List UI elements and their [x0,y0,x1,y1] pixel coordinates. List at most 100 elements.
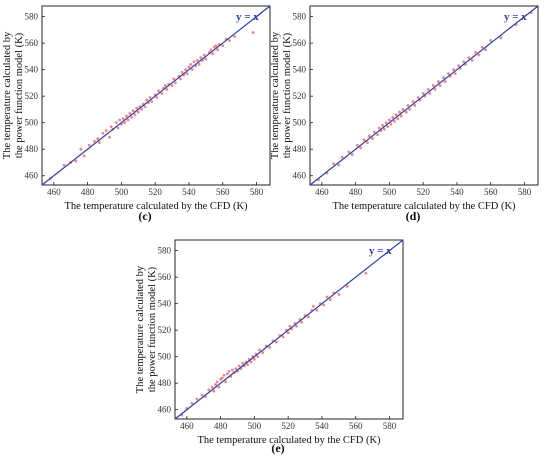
y-tick-label: 520 [158,325,172,335]
y-axis-label-line2: the power function model (K) [147,266,158,392]
data-point [377,126,381,130]
data-point [192,60,196,64]
data-point [256,355,260,359]
data-point [174,81,177,85]
data-point [222,373,226,377]
data-point [217,385,221,389]
data-point [145,98,149,102]
y-tick-label: 460 [25,171,39,181]
data-point [384,121,388,125]
data-point [126,118,130,122]
y-tick-label: 560 [293,38,307,48]
data-point [163,84,167,87]
y-tick-label: 480 [293,144,307,154]
data-point [220,376,224,380]
data-point [386,125,390,129]
data-point [241,361,244,365]
y-tick-label: 500 [25,118,39,128]
data-point [359,146,363,150]
data-point [180,70,184,74]
data-point [125,114,128,118]
panel-c: 460 480 500 520 540 560 580 460 480 500 520 540 560 5… [2,5,271,223]
data-point [114,121,118,125]
data-point [452,68,455,72]
y-axis-label-line1: The temperature calculated by [2,31,13,159]
data-point [74,159,78,163]
data-point [101,131,105,135]
data-point [246,363,250,367]
data-point [197,62,201,66]
data-point [251,31,255,34]
data-point [366,141,369,144]
data-point [376,133,379,137]
data-point [499,36,503,40]
reference-line-label: y = x [504,11,527,23]
data-point [295,324,298,328]
data-point [447,72,450,76]
data-point [121,117,125,121]
data-point [87,143,91,147]
data-point [170,84,174,87]
data-point [204,57,208,61]
data-point [281,335,285,339]
data-point [195,58,199,62]
y-tick-label: 560 [158,272,172,282]
data-point [184,68,187,72]
data-point [214,383,217,386]
data-point [249,360,253,364]
data-point [187,65,191,69]
data-point [189,62,193,66]
data-point [477,53,481,57]
data-point [364,271,368,275]
data-point [199,56,203,60]
data-point [160,92,164,95]
plot-frame [41,5,271,186]
x-tick-label: 520 [281,421,295,431]
y-axis-label-line1: The temperature calculated by [270,31,281,159]
data-point [401,108,405,111]
data-point [179,77,182,81]
x-tick-label: 540 [315,421,329,431]
data-point [404,110,408,114]
data-point [382,127,386,131]
plot-frame [309,5,539,186]
data-point [148,96,152,99]
reference-line [174,239,404,420]
x-tick-label: 580 [383,421,397,431]
data-point [274,340,278,344]
data-point [135,106,138,110]
data-point [355,143,359,147]
y-tick-label: 560 [25,38,39,48]
data-point [398,110,401,114]
data-point [413,104,417,107]
data-point [143,105,147,109]
x-tick-label: 480 [349,187,363,197]
y-tick-label: 500 [293,118,307,128]
reference-line-label: y = x [369,245,392,257]
data-point [214,44,218,48]
x-tick-label: 500 [115,187,129,197]
data-point [123,121,127,125]
data-point [480,45,484,49]
data-point [332,162,336,166]
data-point [92,139,96,143]
x-axis-label: The temperature calculated by the CFD (K… [64,201,248,212]
data-point [211,52,214,56]
x-tick-label: 580 [250,187,264,197]
data-point [337,163,341,167]
data-point [212,389,216,393]
data-point [433,88,437,91]
data-point [371,137,374,140]
x-tick-label: 560 [484,187,498,197]
x-tick-label: 580 [518,187,532,197]
data-point [307,315,310,319]
panel-d: 460 480 500 520 540 560 580 460 480 500 520 540 560 5… [270,5,539,223]
y-tick-label: 460 [158,405,172,415]
data-point [200,393,204,397]
data-point [233,35,236,38]
y-tick-label: 520 [25,91,39,101]
y-tick-label: 580 [158,246,172,256]
data-point [118,118,122,122]
y-tick-label: 480 [25,144,39,154]
